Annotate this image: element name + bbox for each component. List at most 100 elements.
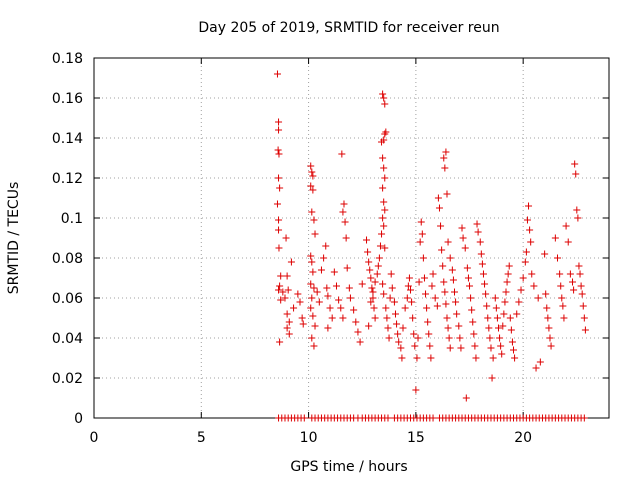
data-point xyxy=(390,298,398,306)
data-point xyxy=(339,208,347,216)
data-point xyxy=(324,324,332,332)
data-point xyxy=(328,314,336,322)
data-point xyxy=(461,244,469,252)
data-point xyxy=(282,234,290,242)
data-point xyxy=(534,294,542,302)
data-point xyxy=(354,328,362,336)
data-point xyxy=(443,314,451,322)
data-point xyxy=(483,302,491,310)
data-point xyxy=(366,266,374,274)
data-point xyxy=(441,164,449,172)
data-point xyxy=(326,304,334,312)
data-point xyxy=(309,312,317,320)
data-point xyxy=(416,238,424,246)
data-point xyxy=(459,234,467,242)
data-point xyxy=(279,288,287,296)
data-point xyxy=(276,282,284,290)
x-tick-label: 15 xyxy=(407,430,425,446)
y-tick-label: 0.02 xyxy=(52,371,83,387)
y-tick-label: 0.18 xyxy=(52,51,83,67)
data-point xyxy=(311,230,319,238)
data-point xyxy=(309,172,317,180)
data-point xyxy=(371,314,379,322)
data-point xyxy=(462,394,470,402)
data-point xyxy=(275,174,283,182)
y-tick-label: 0 xyxy=(74,411,83,427)
data-point xyxy=(564,238,572,246)
data-point xyxy=(275,244,283,252)
data-point xyxy=(376,242,384,250)
data-point xyxy=(365,322,373,330)
data-point xyxy=(299,320,307,328)
data-point xyxy=(364,248,372,256)
data-point xyxy=(420,274,428,282)
data-point xyxy=(409,314,417,322)
data-point xyxy=(365,258,373,266)
data-point xyxy=(504,270,512,278)
data-point xyxy=(441,288,449,296)
data-point xyxy=(309,186,317,194)
data-point xyxy=(442,148,450,156)
data-point xyxy=(517,286,525,294)
data-point xyxy=(338,150,346,158)
data-point xyxy=(273,200,281,208)
data-point xyxy=(367,274,375,282)
data-point xyxy=(378,138,386,146)
x-tick-label: 5 xyxy=(197,430,206,446)
data-point xyxy=(532,364,540,372)
data-point xyxy=(308,168,316,176)
data-point xyxy=(580,314,588,322)
data-point xyxy=(440,278,448,286)
data-point xyxy=(401,304,409,312)
data-point xyxy=(388,284,396,292)
data-point xyxy=(285,318,293,326)
data-point xyxy=(381,174,389,182)
data-point xyxy=(429,270,437,278)
data-point xyxy=(340,200,348,208)
data-point xyxy=(276,338,284,346)
data-point xyxy=(427,354,435,362)
data-point xyxy=(332,282,340,290)
data-point xyxy=(399,324,407,332)
data-point xyxy=(435,204,443,212)
data-point xyxy=(487,344,495,352)
data-point xyxy=(345,284,353,292)
data-point xyxy=(276,184,284,192)
data-point xyxy=(575,262,583,270)
x-tick-label: 10 xyxy=(300,430,318,446)
data-point xyxy=(494,324,502,332)
data-point xyxy=(411,342,419,350)
data-point xyxy=(308,334,316,342)
data-point xyxy=(477,250,485,258)
data-point xyxy=(418,230,426,238)
data-point xyxy=(511,354,519,362)
data-point xyxy=(429,414,437,422)
data-point xyxy=(382,304,390,312)
data-point xyxy=(443,190,451,198)
grid-lines xyxy=(94,58,609,418)
data-point xyxy=(275,216,283,224)
data-point xyxy=(342,234,350,242)
data-point xyxy=(423,304,431,312)
y-tick-label: 0.04 xyxy=(52,331,83,347)
data-point xyxy=(521,258,529,266)
data-point xyxy=(431,294,439,302)
data-point xyxy=(466,282,474,290)
data-point xyxy=(455,322,463,330)
y-tick-label: 0.08 xyxy=(52,251,83,267)
data-point xyxy=(283,324,291,332)
data-point xyxy=(570,286,578,294)
data-point xyxy=(523,216,531,224)
data-point xyxy=(380,94,388,102)
chart-title: Day 205 of 2019, SRMTID for receiver reu… xyxy=(198,20,499,36)
data-point xyxy=(554,254,561,262)
data-point xyxy=(363,236,371,244)
data-point xyxy=(572,170,580,178)
data-point xyxy=(471,342,479,350)
data-point xyxy=(322,242,330,250)
data-point xyxy=(397,344,405,352)
data-points xyxy=(273,70,589,422)
data-point xyxy=(581,326,589,334)
data-point xyxy=(275,118,283,126)
